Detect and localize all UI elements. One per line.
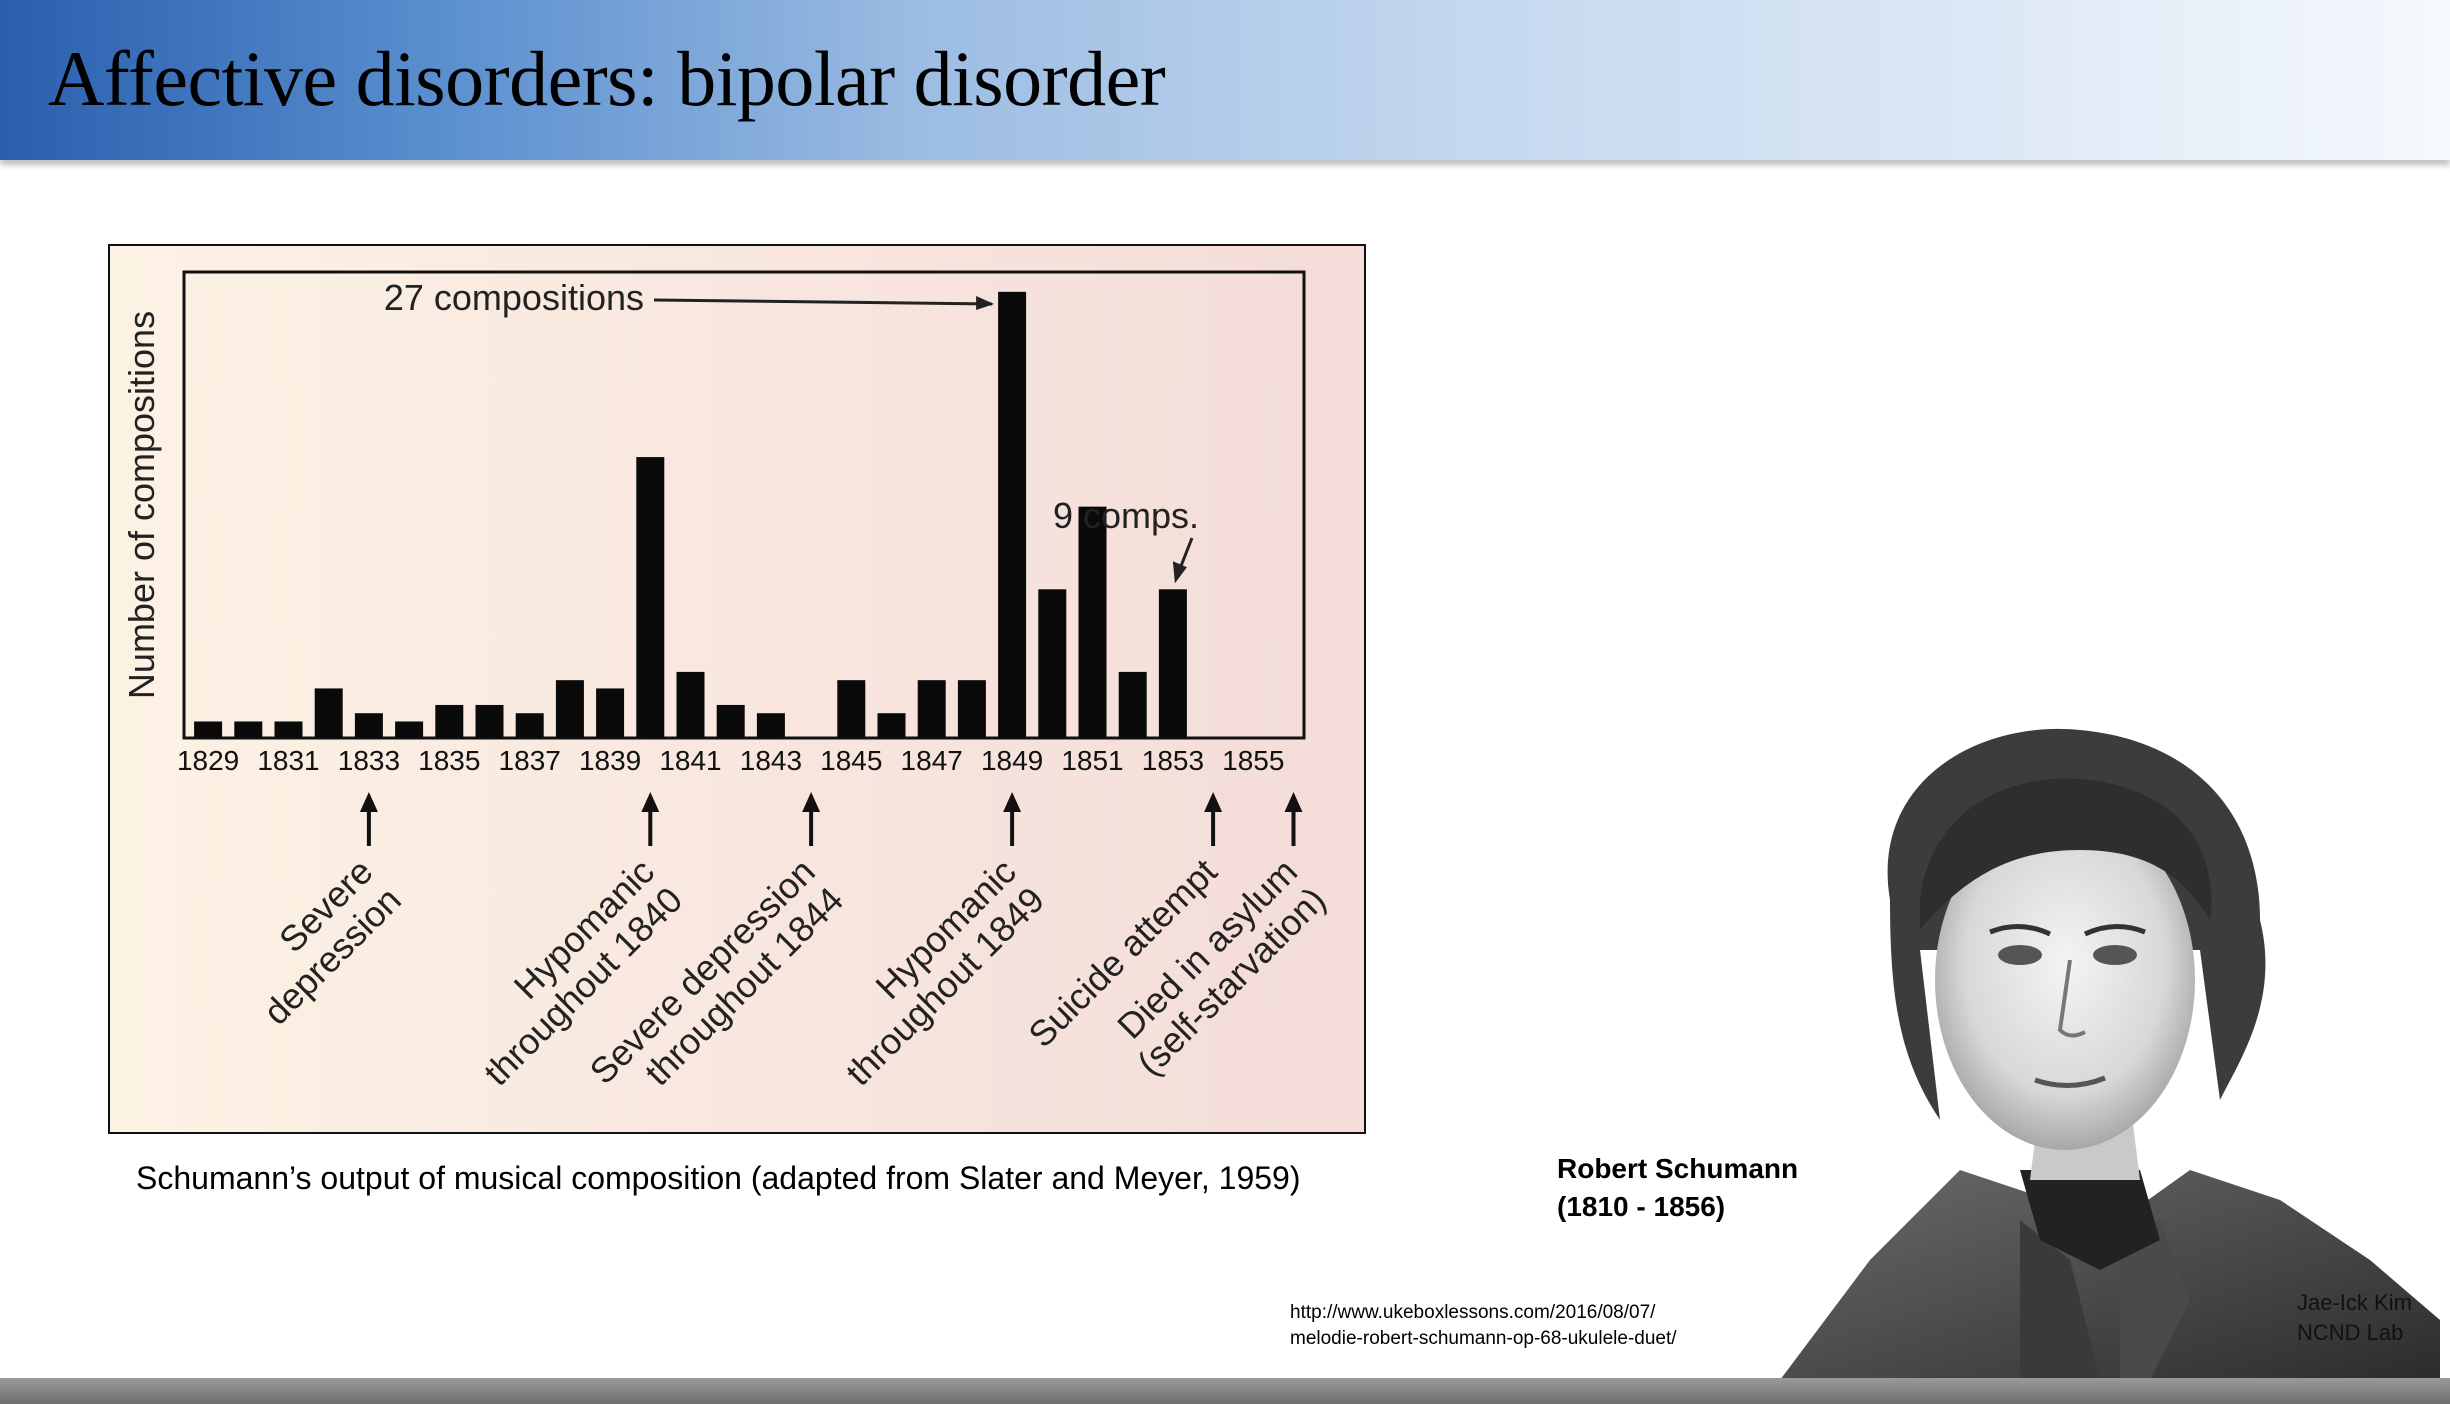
x-tick-1849: 1849: [981, 745, 1043, 776]
title-bar: Affective disorders: bipolar disorder: [0, 0, 2450, 160]
bar-1839: [596, 688, 625, 738]
credit-lab: NCND Lab: [2297, 1320, 2404, 1345]
event-arrowhead-1844: [802, 792, 821, 812]
bar-1833: [354, 713, 383, 738]
x-tick-1847: 1847: [901, 745, 963, 776]
figure-caption: Schumann’s output of musical composition…: [136, 1160, 1301, 1196]
source-url[interactable]: http://www.ukeboxlessons.com/2016/08/07/…: [1290, 1300, 1677, 1352]
bar-1831: [274, 721, 303, 738]
slide-title: Affective disorders: bipolar disorder: [48, 35, 1166, 122]
bar-1837: [515, 713, 544, 738]
source-url-line-1[interactable]: http://www.ukeboxlessons.com/2016/08/07/: [1290, 1302, 1656, 1323]
event-arrowhead-1854: [1204, 792, 1223, 812]
portrait-label: Robert Schumann (1810 - 1856): [1557, 1150, 1798, 1226]
bar-1830: [234, 721, 263, 738]
event-arrowhead-1833: [359, 792, 378, 812]
bar-1843: [756, 713, 785, 738]
bar-1841: [676, 671, 705, 738]
composer-name: Robert Schumann: [1557, 1153, 1799, 1184]
bar-1850: [1038, 589, 1067, 738]
bar-1851: [1078, 506, 1107, 738]
composition-bar-chart: Number of compositions 1829 1831 1833 1835 18…: [121, 270, 1333, 1094]
chart-figure: Number of compositions 1829 1831 1833 1835 18…: [108, 244, 1366, 1134]
annotation-arrowhead-9: [1172, 561, 1187, 584]
bar-1834: [395, 721, 424, 738]
x-tick-1833: 1833: [338, 745, 400, 776]
bar-1829: [194, 721, 223, 738]
event-arrowhead-1849: [1003, 792, 1022, 812]
x-tick-1839: 1839: [579, 745, 641, 776]
bar-1840: [636, 457, 665, 738]
bar-1849: [998, 291, 1027, 738]
x-tick-1843: 1843: [740, 745, 802, 776]
bar-1848: [957, 680, 986, 738]
event-arrowhead-1840: [641, 792, 660, 812]
bar-1852: [1118, 671, 1147, 738]
schumann-portrait: [1720, 700, 2440, 1380]
annotation-27-compositions: 27 compositions: [384, 277, 644, 318]
event-arrowhead-1856: [1284, 792, 1303, 812]
annotation-arrowhead-27: [976, 296, 995, 310]
x-tick-1855: 1855: [1222, 745, 1284, 776]
x-tick-1841: 1841: [659, 745, 721, 776]
bar-1853: [1158, 589, 1187, 738]
bar-1842: [716, 704, 745, 738]
credit-author: Jae-Ick Kim: [2297, 1290, 2412, 1315]
bar-1845: [837, 680, 866, 738]
source-url-line-2[interactable]: melodie-robert-schumann-op-68-ukulele-du…: [1290, 1328, 1677, 1349]
footer-bar: [0, 1378, 2450, 1404]
bar-1832: [314, 688, 343, 738]
annotation-9-comps: 9 comps.: [1053, 495, 1199, 536]
x-tick-1851: 1851: [1061, 745, 1123, 776]
x-tick-1829: 1829: [177, 745, 239, 776]
bar-1847: [917, 680, 946, 738]
annotation-arrow-27: [653, 298, 993, 306]
bar-1835: [435, 704, 464, 738]
x-tick-1845: 1845: [820, 745, 882, 776]
lab-credit: Jae-Ick Kim NCND Lab: [2297, 1288, 2412, 1348]
x-tick-1831: 1831: [257, 745, 319, 776]
composer-years: (1810 - 1856): [1557, 1191, 1726, 1222]
event-label-1833: Severedepression: [227, 851, 409, 1033]
bar-1838: [555, 680, 584, 738]
bar-1836: [475, 704, 504, 738]
x-tick-1837: 1837: [499, 745, 561, 776]
bar-1846: [877, 713, 906, 738]
x-tick-1835: 1835: [418, 745, 480, 776]
event-label-1849: Hypomanicthroughout 1849: [809, 851, 1052, 1094]
y-axis-label: Number of compositions: [121, 311, 162, 699]
x-tick-1853: 1853: [1142, 745, 1204, 776]
